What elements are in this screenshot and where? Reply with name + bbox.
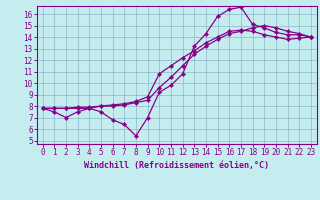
X-axis label: Windchill (Refroidissement éolien,°C): Windchill (Refroidissement éolien,°C) (84, 161, 269, 170)
